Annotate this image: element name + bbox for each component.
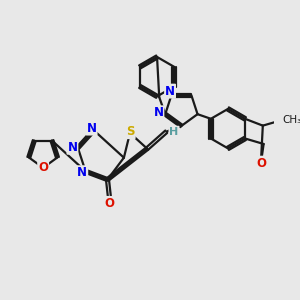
- Text: N: N: [153, 106, 164, 119]
- Text: N: N: [68, 141, 77, 154]
- Text: H: H: [169, 127, 178, 137]
- Text: O: O: [256, 157, 266, 169]
- Text: N: N: [87, 122, 97, 135]
- Text: S: S: [126, 125, 135, 138]
- Text: CH₃: CH₃: [282, 115, 300, 125]
- Text: O: O: [38, 161, 48, 174]
- Text: N: N: [77, 166, 87, 179]
- Text: O: O: [105, 197, 115, 210]
- Text: N: N: [165, 85, 175, 98]
